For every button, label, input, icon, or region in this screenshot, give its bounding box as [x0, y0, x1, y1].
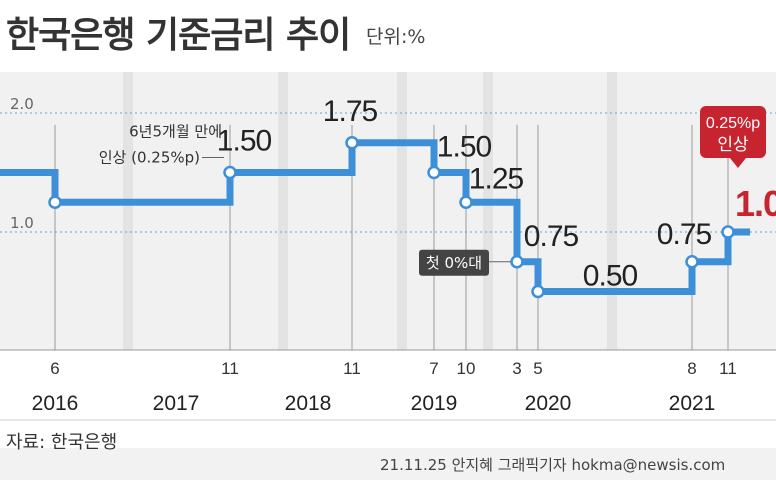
data-point-marker: [685, 255, 699, 269]
data-point-marker: [510, 255, 524, 269]
data-label: 0.75: [657, 218, 712, 251]
year-divider-band: [278, 72, 288, 350]
data-point-marker: [427, 165, 441, 180]
annotation-text: 6년5개월 만에: [129, 123, 222, 141]
footer-band: [0, 448, 776, 480]
month-tick-label: 5: [533, 359, 542, 378]
plot-background: [0, 72, 776, 350]
year-label: 2017: [153, 392, 200, 415]
month-tick-label: 11: [221, 359, 239, 378]
callout-text: 인상: [717, 135, 749, 155]
data-label: 1.50: [437, 131, 492, 164]
year-label: 2018: [285, 392, 332, 415]
annotation-text: 인상 (0.25%p): [99, 149, 200, 167]
data-point-marker: [223, 165, 237, 180]
y-tick-label: 1.0: [10, 214, 34, 232]
data-point-marker: [721, 225, 735, 239]
data-label: 0.50: [583, 260, 638, 293]
year-divider-band: [123, 72, 133, 350]
month-tick-label: 11: [343, 359, 361, 378]
data-label: 1.25: [469, 162, 524, 195]
year-divider-band: [483, 72, 493, 350]
year-label: 2020: [525, 392, 572, 415]
data-point-marker: [48, 195, 62, 209]
year-divider-band: [607, 72, 617, 350]
month-tick-label: 6: [50, 359, 59, 378]
callout-text: 0.25%p: [706, 115, 760, 132]
year-label: 2016: [32, 392, 79, 415]
data-label: 1.00: [735, 183, 776, 224]
month-tick-label: 8: [687, 359, 696, 378]
year-label: 2021: [669, 392, 716, 415]
month-tick-label: 3: [512, 359, 521, 378]
annotation-box-text: 첫 0%대: [426, 254, 482, 272]
data-point-marker: [459, 195, 473, 209]
year-divider-band: [397, 72, 407, 350]
annotation-box: [419, 249, 489, 276]
callout-box: [700, 106, 766, 158]
data-label: 0.75: [524, 220, 579, 253]
page-title: 한국은행 기준금리 추이: [6, 15, 351, 56]
month-tick-label: 7: [429, 359, 438, 378]
data-point-marker: [531, 284, 545, 299]
month-tick-label: 11: [719, 359, 737, 378]
y-tick-label: 2.0: [10, 95, 34, 113]
month-tick-label: 10: [457, 359, 476, 378]
source-label: 자료: 한국은행: [6, 432, 118, 453]
data-label: 1.75: [323, 95, 378, 128]
callout-pointer: [730, 158, 746, 168]
unit-label: 단위:%: [366, 26, 426, 48]
year-label: 2019: [411, 392, 458, 415]
data-label: 1.50: [217, 125, 272, 158]
data-point-marker: [345, 136, 359, 150]
credit-label: 21.11.25 안지혜 그래픽기자 hokma@newsis.com: [380, 456, 726, 474]
